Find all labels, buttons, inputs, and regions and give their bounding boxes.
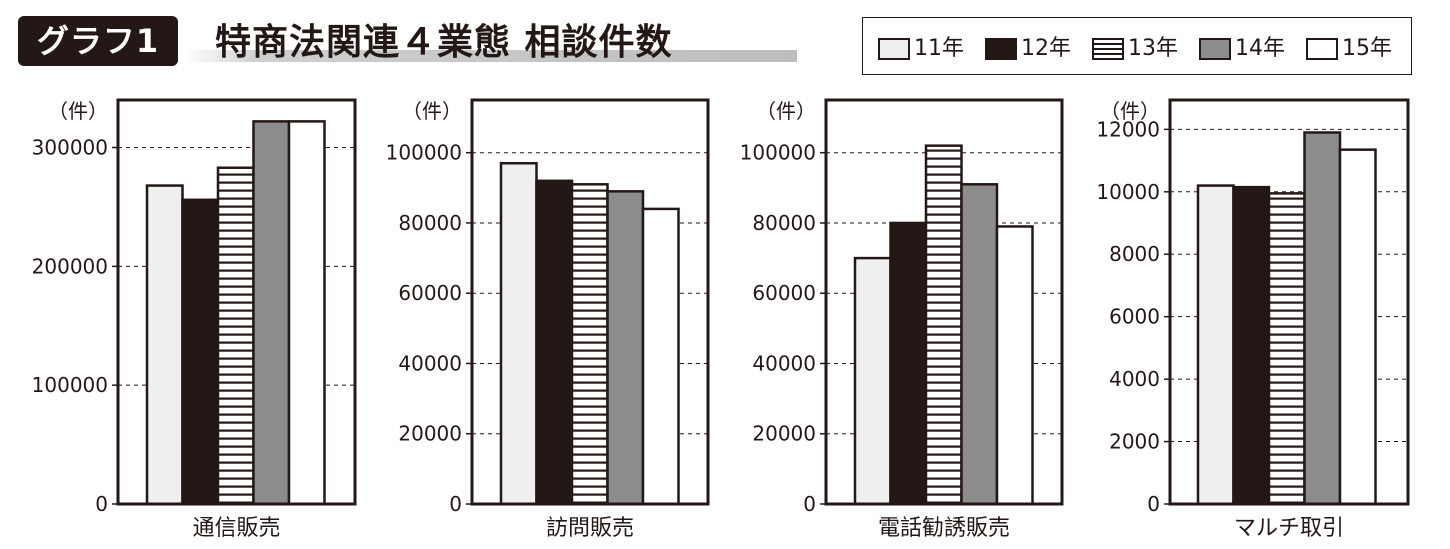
plot-frame	[824, 98, 1064, 506]
unit-label: （件）	[402, 99, 462, 123]
y-tick-label: 80000	[752, 211, 816, 235]
y-tick-label: 300000	[32, 136, 108, 160]
y-tick-label: 0	[803, 492, 816, 516]
x-category-label: マルチ取引	[1234, 516, 1344, 541]
y-tick-label: 100000	[32, 373, 108, 397]
bar	[181, 198, 220, 506]
legend-swatch-15	[1306, 38, 1338, 60]
bar	[252, 120, 291, 506]
bar	[889, 221, 928, 506]
bar	[853, 256, 892, 506]
y-tick-label: 4000	[1109, 367, 1160, 391]
legend-label-15: 15年	[1342, 36, 1392, 61]
y-tick-label: 60000	[398, 281, 462, 305]
bar	[606, 190, 645, 506]
legend-swatch-13	[1092, 38, 1124, 60]
x-category-label: 通信販売	[192, 516, 280, 541]
legend-swatch-14	[1199, 38, 1231, 60]
bar	[995, 225, 1034, 506]
bar	[641, 207, 680, 506]
bar	[924, 144, 963, 506]
legend: 11年 12年 13年 14年 15年	[862, 17, 1412, 75]
legend-label-11: 11年	[914, 36, 964, 61]
y-tick-label: 2000	[1109, 430, 1160, 454]
y-tick-label: 20000	[752, 422, 816, 446]
bar	[570, 183, 609, 506]
bar	[287, 120, 326, 506]
y-tick-label: 40000	[752, 351, 816, 375]
legend-swatch-11	[878, 38, 910, 60]
bar	[499, 161, 538, 506]
bar	[535, 179, 574, 506]
x-category-label: 訪問販売	[546, 516, 634, 541]
y-tick-label: 100000	[386, 141, 462, 165]
unit-label: （件）	[756, 99, 816, 123]
legend-label-12: 12年	[1021, 36, 1071, 61]
bar	[216, 166, 255, 506]
x-category-label: 電話勧誘販売	[878, 516, 1010, 541]
y-tick-label: 0	[95, 492, 108, 516]
bar	[1232, 185, 1271, 506]
bar	[1303, 131, 1342, 506]
bar	[1196, 184, 1235, 506]
y-tick-label: 60000	[752, 281, 816, 305]
y-tick-label: 0	[1147, 492, 1160, 516]
legend-label-13: 13年	[1128, 36, 1178, 61]
y-tick-label: 80000	[398, 211, 462, 235]
title-underline	[185, 50, 797, 62]
graph-number-badge: グラフ1	[18, 16, 178, 66]
y-tick-label: 0	[449, 492, 462, 516]
y-tick-label: 8000	[1109, 242, 1160, 266]
bar	[1338, 148, 1377, 506]
y-tick-label: 40000	[398, 351, 462, 375]
legend-label-14: 14年	[1235, 36, 1285, 61]
unit-label: （件）	[48, 99, 108, 123]
y-tick-label: 10000	[1096, 180, 1160, 204]
legend-swatch-12	[985, 38, 1017, 60]
bar	[145, 184, 184, 506]
bar	[1267, 192, 1306, 506]
plot-frame	[116, 98, 357, 506]
plot-frame	[1168, 98, 1410, 506]
unit-label: （件）	[1100, 99, 1160, 123]
bar	[960, 183, 999, 506]
y-tick-label: 100000	[740, 141, 816, 165]
y-tick-label: 12000	[1096, 117, 1160, 141]
plot-frame	[470, 98, 710, 506]
y-tick-label: 20000	[398, 422, 462, 446]
y-tick-label: 6000	[1109, 305, 1160, 329]
y-tick-label: 200000	[32, 254, 108, 278]
page-title: 特商法関連４業態 相談件数	[215, 22, 673, 63]
